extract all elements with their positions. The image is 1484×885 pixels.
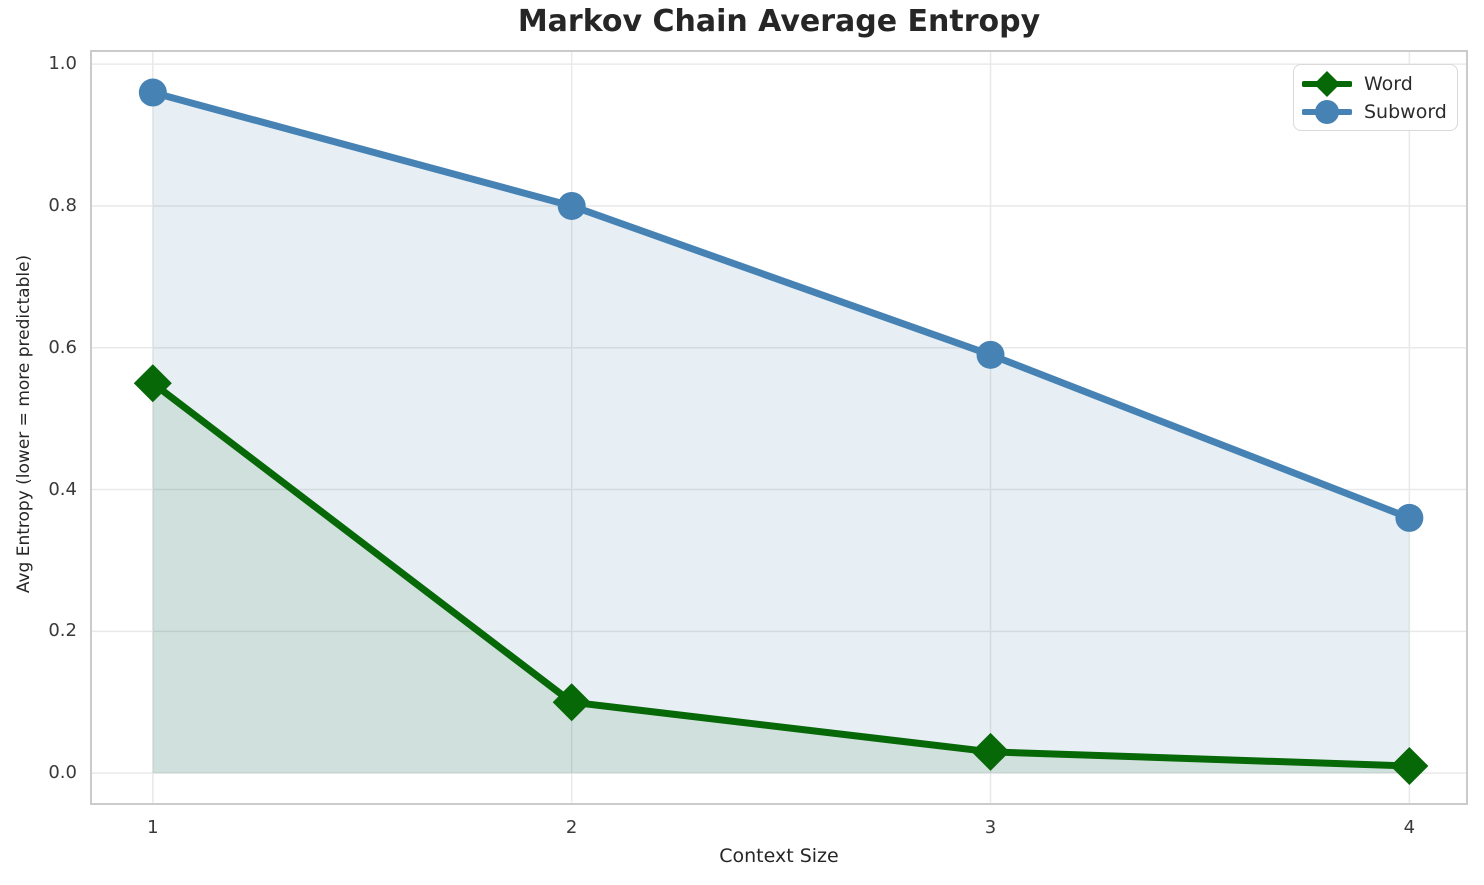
x-axis-label: Context Size: [719, 845, 839, 867]
legend: Word Subword: [1293, 64, 1458, 131]
legend-label-subword: Subword: [1364, 100, 1447, 123]
word-marker-icon: [1302, 70, 1352, 97]
y-tick-label: 1.0: [48, 53, 77, 75]
x-tick-label: 4: [1403, 817, 1416, 838]
x-tick-label: 2: [565, 817, 578, 838]
data-point-diamond: [1390, 747, 1429, 786]
x-tick-label: 3: [984, 817, 997, 838]
area-fill-word: [152, 383, 1410, 774]
data-line-subword: [149, 89, 1413, 522]
y-tick-label: 0.6: [48, 336, 77, 358]
y-tick-label: 0.8: [48, 194, 77, 216]
subword-marker-icon: [1302, 99, 1352, 124]
data-point-diamond: [971, 732, 1010, 771]
chart-title: Markov Chain Average Entropy: [517, 4, 1041, 39]
data-point-diamond: [1314, 70, 1340, 97]
legend-item-subword: Subword: [1302, 98, 1447, 125]
y-tick-label: 0.2: [48, 620, 77, 642]
plot-area: [90, 50, 1468, 805]
data-point-circle: [557, 191, 586, 220]
data-point-circle: [976, 340, 1005, 369]
data-line-word: [149, 379, 1413, 770]
legend-item-word: Word: [1302, 70, 1447, 97]
x-tick-label: 1: [147, 817, 159, 838]
data-point-diamond: [552, 683, 591, 722]
plot-border: [90, 50, 1468, 805]
y-axis-label: Avg Entropy (lower = more predictable): [14, 254, 34, 594]
data-point-circle: [138, 78, 167, 107]
y-tick-label: 0.4: [48, 478, 77, 500]
data-point-diamond: [133, 364, 172, 403]
data-point-circle: [1395, 503, 1424, 532]
data-point-circle: [1315, 99, 1339, 124]
legend-label-word: Word: [1364, 72, 1413, 95]
y-tick-label: 0.0: [48, 762, 77, 784]
area-fill-subword: [152, 92, 1410, 774]
